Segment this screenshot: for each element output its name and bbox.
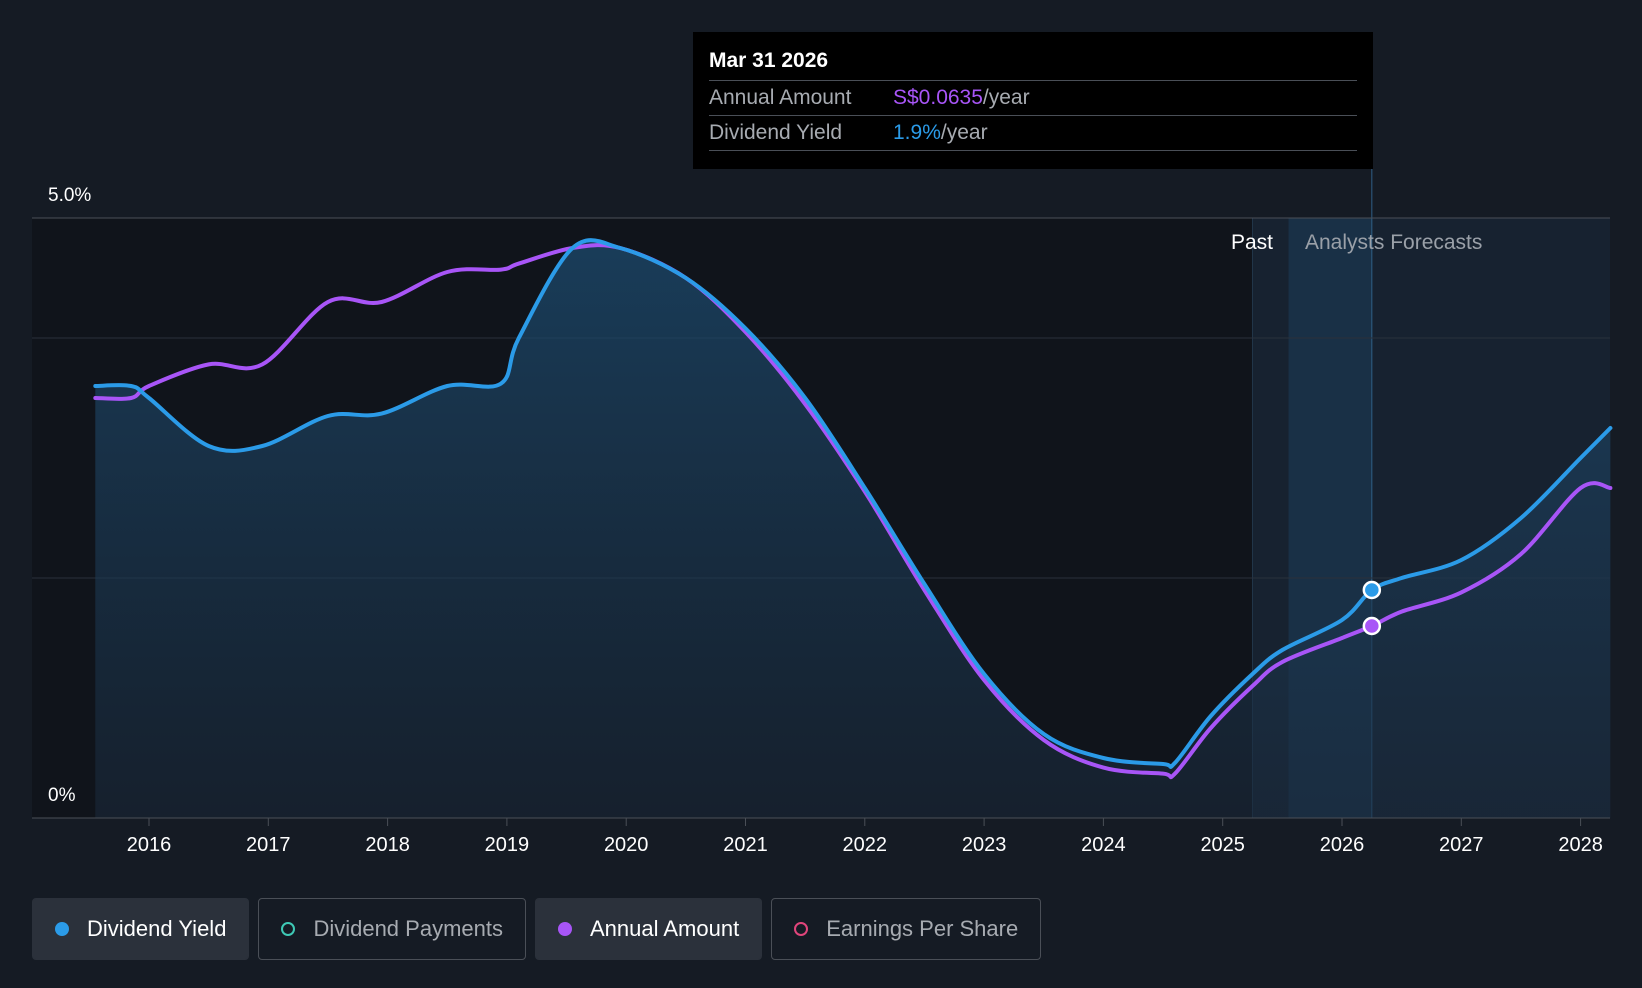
- x-tick-label: 2016: [127, 834, 172, 856]
- x-tick-label: 2021: [723, 834, 768, 856]
- x-tick-label: 2028: [1558, 834, 1603, 856]
- x-tick-label: 2025: [1200, 834, 1245, 856]
- chart-legend: Dividend Yield Dividend Payments Annual …: [32, 898, 1042, 960]
- series-area: [95, 240, 1611, 819]
- legend-earnings-per-share-dot-icon: [794, 922, 809, 936]
- legend-dividend-yield-label: Dividend Yield: [87, 916, 227, 941]
- chart-tooltip: Mar 31 2026 Annual Amount S$0.0635/year …: [693, 32, 1373, 169]
- legend-dividend-payments-dot-icon: [281, 922, 296, 936]
- tooltip-row-annual-amount: Annual Amount S$0.0635/year: [709, 81, 1357, 116]
- legend-annual-amount[interactable]: Annual Amount: [534, 898, 763, 960]
- legend-dividend-payments[interactable]: Dividend Payments: [258, 898, 526, 960]
- legend-earnings-per-share[interactable]: Earnings Per Share: [771, 898, 1042, 960]
- tooltip-dividend-yield-value: 1.9%: [893, 121, 941, 144]
- tooltip-annual-amount-unit: /year: [982, 86, 1030, 109]
- x-tick-label: 2023: [962, 834, 1007, 856]
- legend-earnings-per-share-label: Earnings Per Share: [826, 916, 1019, 941]
- legend-annual-amount-dot-icon: [557, 922, 572, 936]
- tooltip-annual-amount-value: S$0.0635: [893, 86, 983, 109]
- x-tick-label: 2026: [1320, 834, 1365, 856]
- x-tick-label: 2020: [604, 834, 649, 856]
- y-axis-label-min: 0%: [48, 785, 76, 806]
- annual-amount-marker: [1362, 616, 1382, 636]
- dividend-yield-marker: [1362, 580, 1382, 600]
- x-tick-label: 2022: [843, 834, 888, 856]
- forecast-label: Analysts Forecasts: [1305, 231, 1482, 254]
- tooltip-annual-amount-label: Annual Amount: [709, 86, 852, 109]
- legend-dividend-yield[interactable]: Dividend Yield: [32, 898, 250, 960]
- x-tick-label: 2017: [246, 834, 291, 856]
- x-tick-label: 2019: [485, 834, 530, 856]
- y-axis-label-max: 5.0%: [48, 185, 91, 206]
- tooltip-date: Mar 31 2026: [709, 46, 1357, 81]
- past-label: Past: [1231, 231, 1273, 254]
- x-tick-label: 2027: [1439, 834, 1484, 856]
- x-tick-label: 2018: [365, 834, 410, 856]
- x-tick-label: 2024: [1081, 834, 1126, 856]
- legend-annual-amount-label: Annual Amount: [589, 916, 740, 941]
- tooltip-row-dividend-yield: Dividend Yield 1.9%/year: [709, 116, 1357, 151]
- legend-dividend-yield-dot-icon: [55, 922, 69, 936]
- tooltip-dividend-yield-unit: /year: [940, 121, 988, 144]
- tooltip-dividend-yield-label: Dividend Yield: [709, 121, 843, 144]
- legend-dividend-payments-label: Dividend Payments: [313, 916, 503, 941]
